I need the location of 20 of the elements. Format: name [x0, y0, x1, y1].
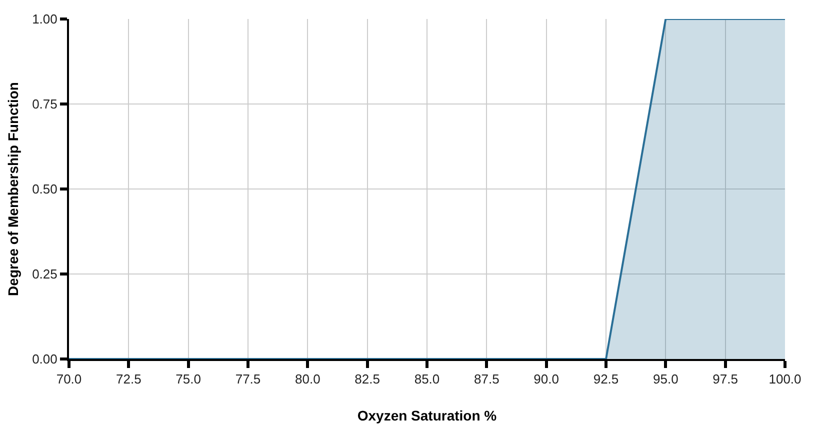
x-tick-label: 80.0 — [295, 372, 320, 387]
x-tick-label: 90.0 — [534, 372, 559, 387]
x-tick-label: 87.5 — [474, 372, 500, 387]
x-axis-title: Oxyzen Saturation % — [357, 407, 498, 424]
x-tick-label: 75.0 — [176, 372, 201, 387]
y-axis-title: Degree of Membership Function — [5, 82, 22, 296]
y-tick-label: 0.75 — [32, 96, 58, 112]
x-tick-label: 100.0 — [768, 372, 802, 387]
x-tick-label: 77.5 — [235, 372, 261, 387]
y-tick-label: 0.00 — [32, 352, 58, 367]
y-tick-label: 1.00 — [32, 12, 58, 27]
x-tick-label: 72.5 — [116, 372, 142, 387]
y-tick-label: 0.50 — [32, 182, 58, 197]
x-tick-label: 70.0 — [56, 372, 82, 387]
x-tick-label: 82.5 — [354, 372, 380, 387]
x-tick-label: 95.0 — [653, 372, 678, 387]
x-tick-label: 85.0 — [414, 372, 440, 387]
y-tick-label: 0.25 — [32, 266, 58, 282]
x-tick-label: 97.5 — [712, 372, 738, 387]
x-tick-label: 92.5 — [593, 372, 619, 387]
